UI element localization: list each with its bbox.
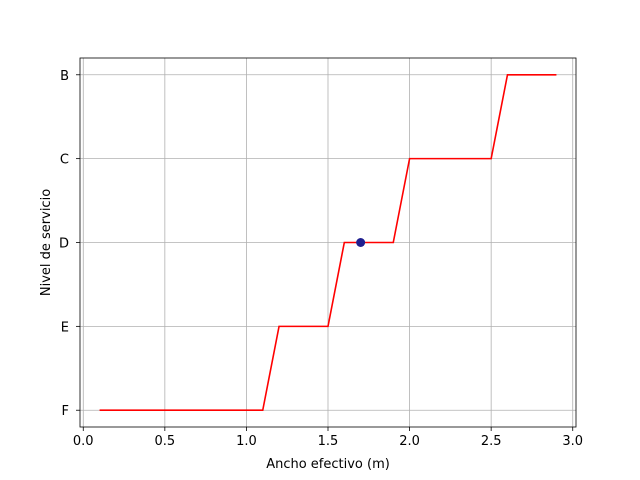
x-axis-ticks: 0.0 0.5 1.0 1.5 2.0 2.5 3.0 [73,427,583,449]
x-tick-label: 3.0 [562,434,583,449]
x-tick-label: 2.5 [481,434,502,449]
y-tick-label: E [61,320,69,335]
grid [80,58,576,427]
x-tick-label: 1.0 [236,434,257,449]
x-tick-label: 0.5 [154,434,175,449]
y-tick-label: C [60,153,69,168]
x-axis-label: Ancho efectivo (m) [266,457,390,472]
y-tick-label: F [62,404,69,419]
x-tick-label: 0.0 [73,434,94,449]
y-axis-ticks: F E D C B [59,69,80,419]
series-layer [99,73,557,412]
points-layer [356,238,366,247]
x-tick-label: 2.0 [399,434,420,449]
y-tick-label: B [60,69,69,84]
y-tick-label: D [59,237,69,252]
y-axis-label: Nivel de servicio [39,189,54,296]
series-line [99,73,557,412]
data-point [356,238,366,247]
x-tick-label: 1.5 [318,434,339,449]
